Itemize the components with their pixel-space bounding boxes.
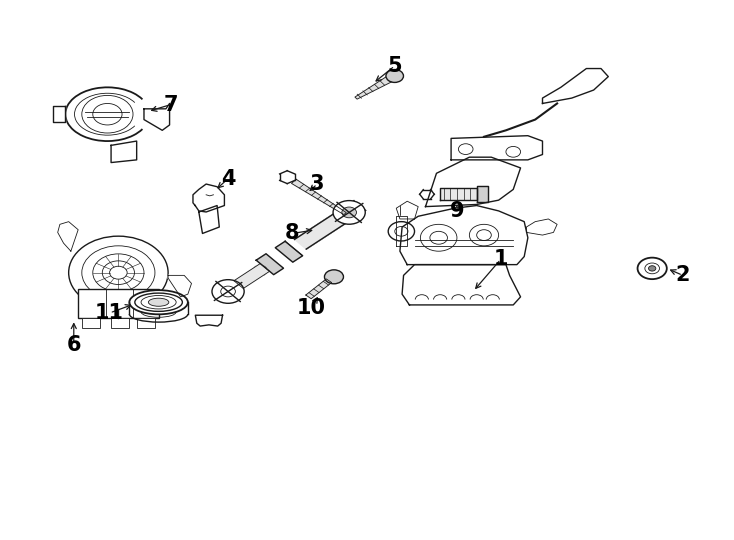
Circle shape [476,230,491,240]
Circle shape [109,266,127,279]
Polygon shape [294,201,366,249]
Circle shape [638,258,666,279]
Polygon shape [396,217,407,246]
Bar [137,319,155,328]
Polygon shape [526,219,557,235]
Circle shape [81,246,155,300]
Ellipse shape [135,293,182,312]
Polygon shape [355,77,392,99]
Circle shape [390,73,399,79]
Polygon shape [275,241,302,262]
Circle shape [506,146,520,157]
Circle shape [324,270,344,284]
Circle shape [459,144,473,154]
Circle shape [430,231,448,244]
Text: 4: 4 [221,168,236,188]
Text: 9: 9 [450,201,464,221]
Circle shape [92,104,122,125]
Bar [111,319,129,328]
Circle shape [388,221,415,241]
Ellipse shape [148,298,169,306]
Polygon shape [256,254,283,275]
Polygon shape [193,184,225,212]
Circle shape [645,263,659,274]
Polygon shape [396,201,418,219]
Bar [81,319,100,328]
Circle shape [333,200,366,224]
Polygon shape [199,206,219,233]
Circle shape [421,224,457,251]
Circle shape [649,266,656,271]
Text: 2: 2 [675,265,690,285]
Circle shape [81,96,133,133]
Ellipse shape [141,295,176,309]
Text: 8: 8 [286,224,299,244]
Circle shape [221,286,236,297]
Circle shape [102,261,134,285]
Circle shape [386,70,404,83]
Polygon shape [291,179,346,214]
Text: 5: 5 [388,56,402,76]
Polygon shape [476,186,487,202]
Polygon shape [58,221,78,251]
Circle shape [69,236,168,309]
Polygon shape [451,136,542,160]
Polygon shape [542,69,608,104]
Polygon shape [195,315,222,326]
Polygon shape [402,265,520,305]
Polygon shape [400,206,528,265]
Polygon shape [111,141,137,163]
Polygon shape [440,188,476,200]
Text: 7: 7 [164,94,178,114]
Circle shape [92,254,144,292]
Bar [78,289,159,319]
Text: 1: 1 [493,249,508,269]
Polygon shape [53,106,65,122]
Polygon shape [144,104,170,130]
Polygon shape [234,264,269,288]
Circle shape [212,280,244,303]
Polygon shape [168,275,192,297]
Text: 6: 6 [67,335,81,355]
Circle shape [469,224,498,246]
Text: 11: 11 [95,303,124,323]
Polygon shape [426,157,520,207]
Text: 3: 3 [310,174,324,194]
Circle shape [395,226,408,236]
Polygon shape [306,279,332,299]
Text: 10: 10 [297,298,326,318]
Circle shape [342,207,357,218]
Circle shape [252,265,267,276]
Ellipse shape [129,290,188,314]
